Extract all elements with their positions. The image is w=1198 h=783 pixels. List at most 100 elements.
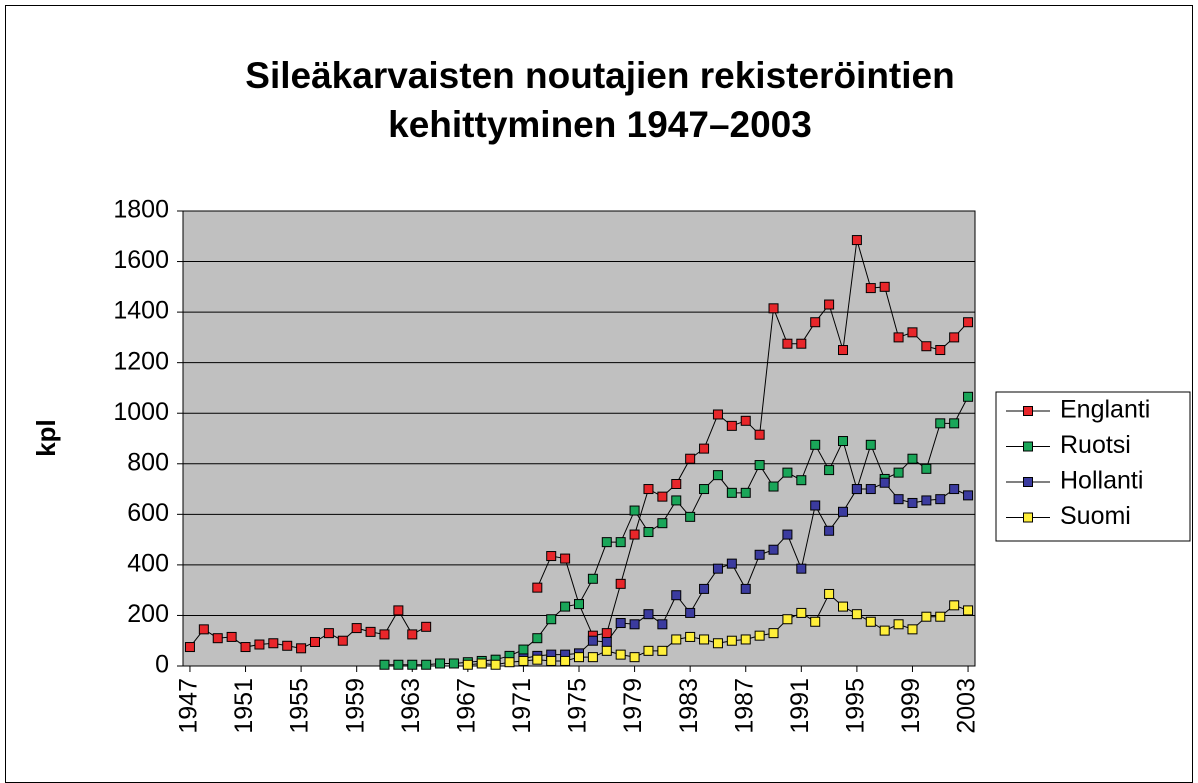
point	[824, 525, 835, 536]
point	[768, 544, 779, 555]
point	[949, 600, 960, 611]
point	[532, 654, 543, 665]
plot-area	[182, 210, 976, 667]
point	[810, 439, 821, 450]
point	[226, 631, 237, 642]
point	[949, 418, 960, 429]
point	[754, 460, 765, 471]
point	[893, 619, 904, 630]
point	[615, 537, 626, 548]
point	[865, 439, 876, 450]
point	[921, 495, 932, 506]
point	[699, 484, 710, 495]
point	[782, 529, 793, 540]
x-tick-label: 1995	[842, 678, 870, 734]
point	[768, 628, 779, 639]
point	[657, 491, 668, 502]
point	[726, 635, 737, 646]
point	[865, 283, 876, 294]
legend-label: Hollanti	[1060, 467, 1143, 495]
point	[629, 505, 640, 516]
legend-swatch	[1023, 512, 1033, 523]
point	[560, 655, 571, 666]
point	[712, 638, 723, 649]
point	[560, 553, 571, 564]
y-tick-label: 1800	[113, 196, 169, 224]
point	[712, 470, 723, 481]
point	[740, 634, 751, 645]
legend-label: Englanti	[1060, 396, 1150, 424]
point	[699, 583, 710, 594]
point	[671, 634, 682, 645]
y-tick-label: 800	[127, 448, 169, 476]
y-tick-label: 1000	[113, 398, 169, 426]
point	[838, 506, 848, 517]
point	[504, 657, 515, 668]
point	[963, 317, 974, 328]
chart-title: kehittyminen 1947–2003	[388, 104, 812, 145]
point	[462, 659, 473, 670]
point	[560, 601, 571, 612]
legend-label: Ruotsi	[1060, 431, 1131, 459]
point	[448, 658, 459, 669]
point	[907, 497, 918, 508]
point	[351, 623, 362, 634]
point	[935, 345, 946, 356]
x-tick-label: 1963	[397, 678, 425, 734]
point	[421, 659, 432, 670]
point	[643, 527, 654, 538]
point	[865, 484, 876, 495]
point	[865, 616, 876, 627]
y-axis-label: kpl	[31, 419, 61, 457]
x-tick-label: 1983	[675, 678, 703, 734]
point	[546, 614, 557, 625]
point	[240, 642, 251, 653]
point	[198, 624, 209, 635]
point	[685, 607, 696, 618]
point	[740, 487, 751, 498]
point	[184, 642, 195, 653]
series-line	[536, 239, 969, 637]
point	[601, 537, 612, 548]
point	[893, 332, 904, 343]
point	[657, 645, 668, 656]
point	[518, 655, 529, 666]
point	[268, 638, 279, 649]
point	[740, 415, 751, 426]
point	[851, 235, 862, 246]
point	[629, 529, 640, 540]
x-tick-label: 1987	[730, 678, 758, 734]
point	[782, 338, 793, 349]
legend-swatch	[1023, 406, 1033, 416]
point	[629, 619, 640, 630]
point	[435, 658, 446, 669]
point	[587, 573, 598, 584]
point	[810, 317, 821, 328]
point	[685, 631, 696, 642]
chart-title: Sileäkarvaisten noutajien rekisteröintie…	[245, 55, 954, 96]
point	[699, 634, 710, 645]
point	[796, 607, 807, 618]
point	[712, 563, 723, 574]
point	[282, 640, 293, 651]
point	[768, 303, 779, 314]
point	[754, 429, 765, 440]
point	[726, 558, 737, 569]
point	[615, 618, 626, 629]
x-tick-label: 1975	[564, 678, 592, 734]
point	[907, 624, 918, 635]
point	[851, 484, 862, 495]
point	[963, 490, 974, 501]
point	[254, 639, 265, 650]
y-tick-label: 600	[127, 499, 169, 527]
point	[546, 655, 557, 666]
point	[921, 463, 932, 474]
point	[310, 636, 320, 647]
y-tick-label: 1600	[113, 246, 169, 274]
point	[421, 621, 432, 632]
legend-swatch	[1023, 477, 1033, 487]
point	[476, 658, 487, 669]
point	[337, 635, 348, 646]
point	[671, 590, 682, 601]
point	[685, 453, 696, 464]
